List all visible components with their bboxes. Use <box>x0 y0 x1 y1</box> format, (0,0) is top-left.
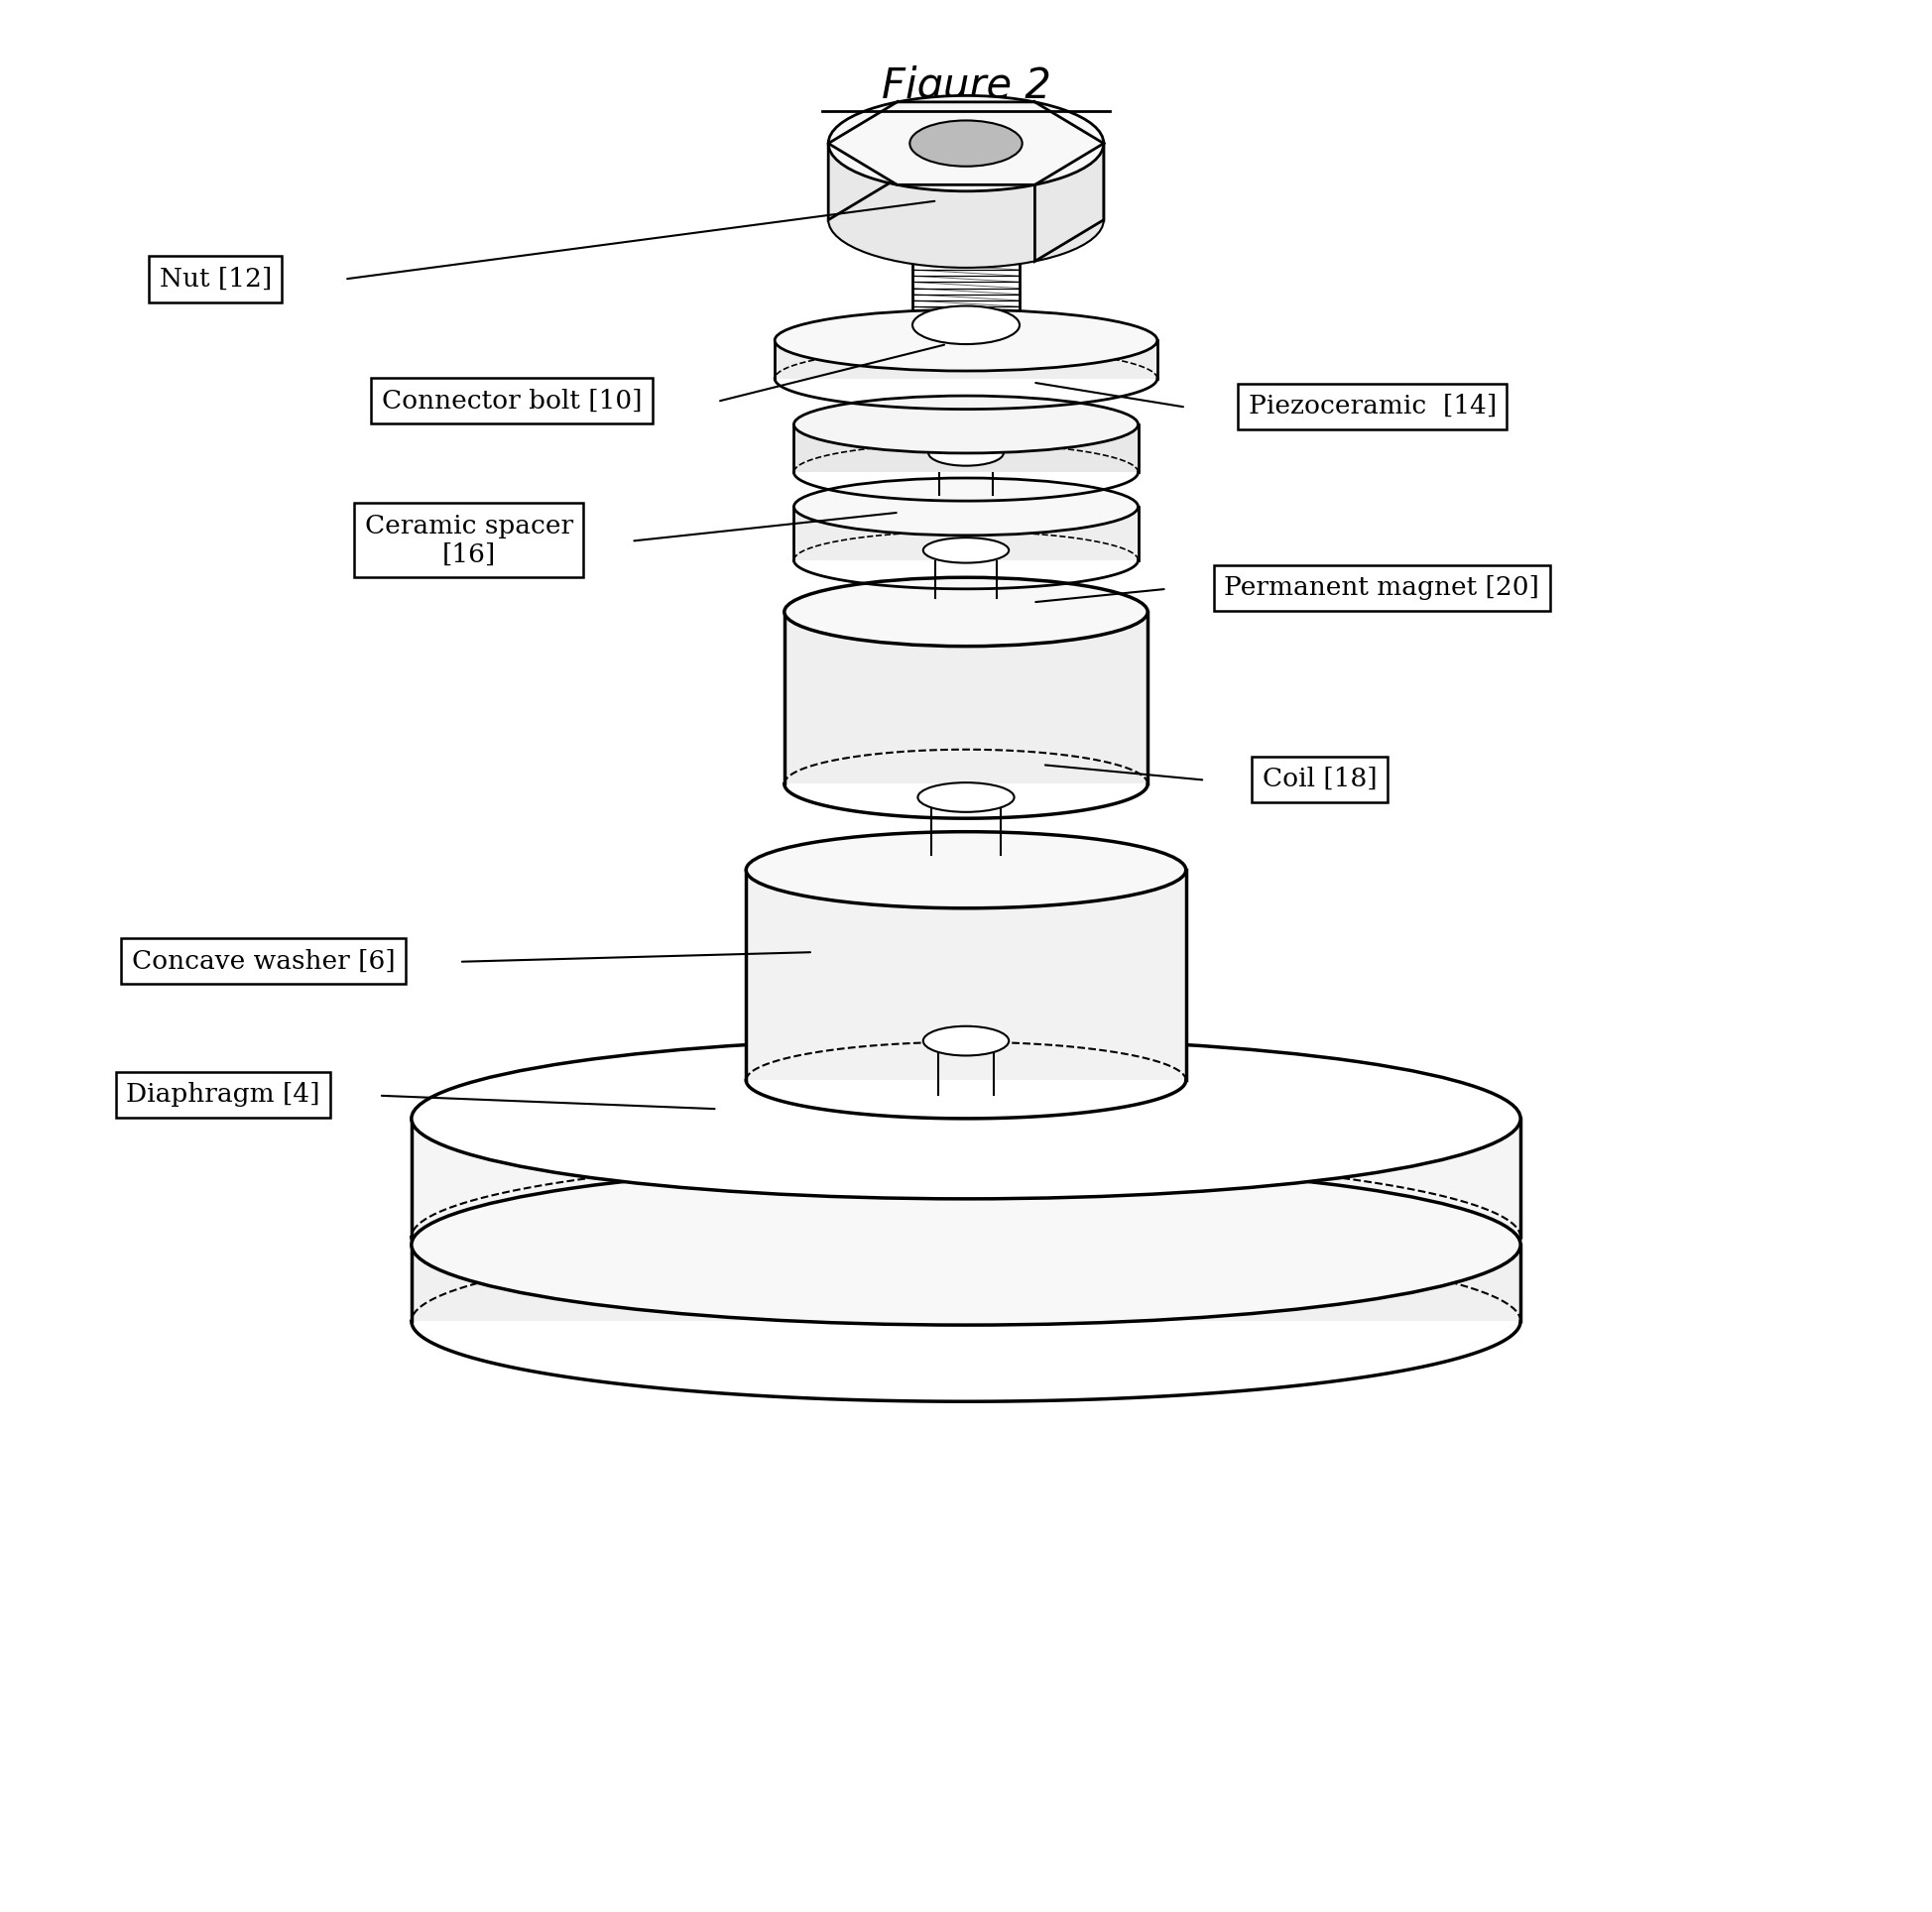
Text: Coil [18]: Coil [18] <box>1262 767 1378 792</box>
Ellipse shape <box>784 577 1148 646</box>
Ellipse shape <box>910 120 1022 166</box>
FancyBboxPatch shape <box>794 507 1138 560</box>
FancyBboxPatch shape <box>746 870 1186 1080</box>
Text: Piezoceramic  [14]: Piezoceramic [14] <box>1248 394 1497 419</box>
FancyBboxPatch shape <box>775 340 1157 379</box>
FancyBboxPatch shape <box>412 1119 1520 1237</box>
Ellipse shape <box>829 172 1103 268</box>
Text: Ceramic spacer
[16]: Ceramic spacer [16] <box>365 512 574 568</box>
Ellipse shape <box>746 832 1186 908</box>
Text: Diaphragm [4]: Diaphragm [4] <box>126 1082 321 1107</box>
Ellipse shape <box>412 1038 1520 1199</box>
Ellipse shape <box>923 1027 1009 1055</box>
Ellipse shape <box>412 1164 1520 1325</box>
Ellipse shape <box>912 306 1020 344</box>
Text: Connector bolt [10]: Connector bolt [10] <box>383 388 641 413</box>
Text: Figure 2: Figure 2 <box>881 65 1051 107</box>
FancyBboxPatch shape <box>794 424 1138 472</box>
Polygon shape <box>829 101 896 220</box>
Ellipse shape <box>794 396 1138 453</box>
Polygon shape <box>896 101 1036 178</box>
Ellipse shape <box>794 478 1138 535</box>
Text: Concave washer [6]: Concave washer [6] <box>131 948 394 973</box>
Text: Permanent magnet [20]: Permanent magnet [20] <box>1225 576 1540 600</box>
Polygon shape <box>1036 143 1103 262</box>
Ellipse shape <box>918 782 1014 813</box>
Ellipse shape <box>829 96 1103 191</box>
Ellipse shape <box>923 537 1009 562</box>
FancyBboxPatch shape <box>412 1245 1520 1321</box>
Text: Nut [12]: Nut [12] <box>158 268 272 291</box>
FancyBboxPatch shape <box>784 612 1148 784</box>
Ellipse shape <box>929 440 1003 467</box>
Ellipse shape <box>775 310 1157 371</box>
Polygon shape <box>1036 101 1103 220</box>
